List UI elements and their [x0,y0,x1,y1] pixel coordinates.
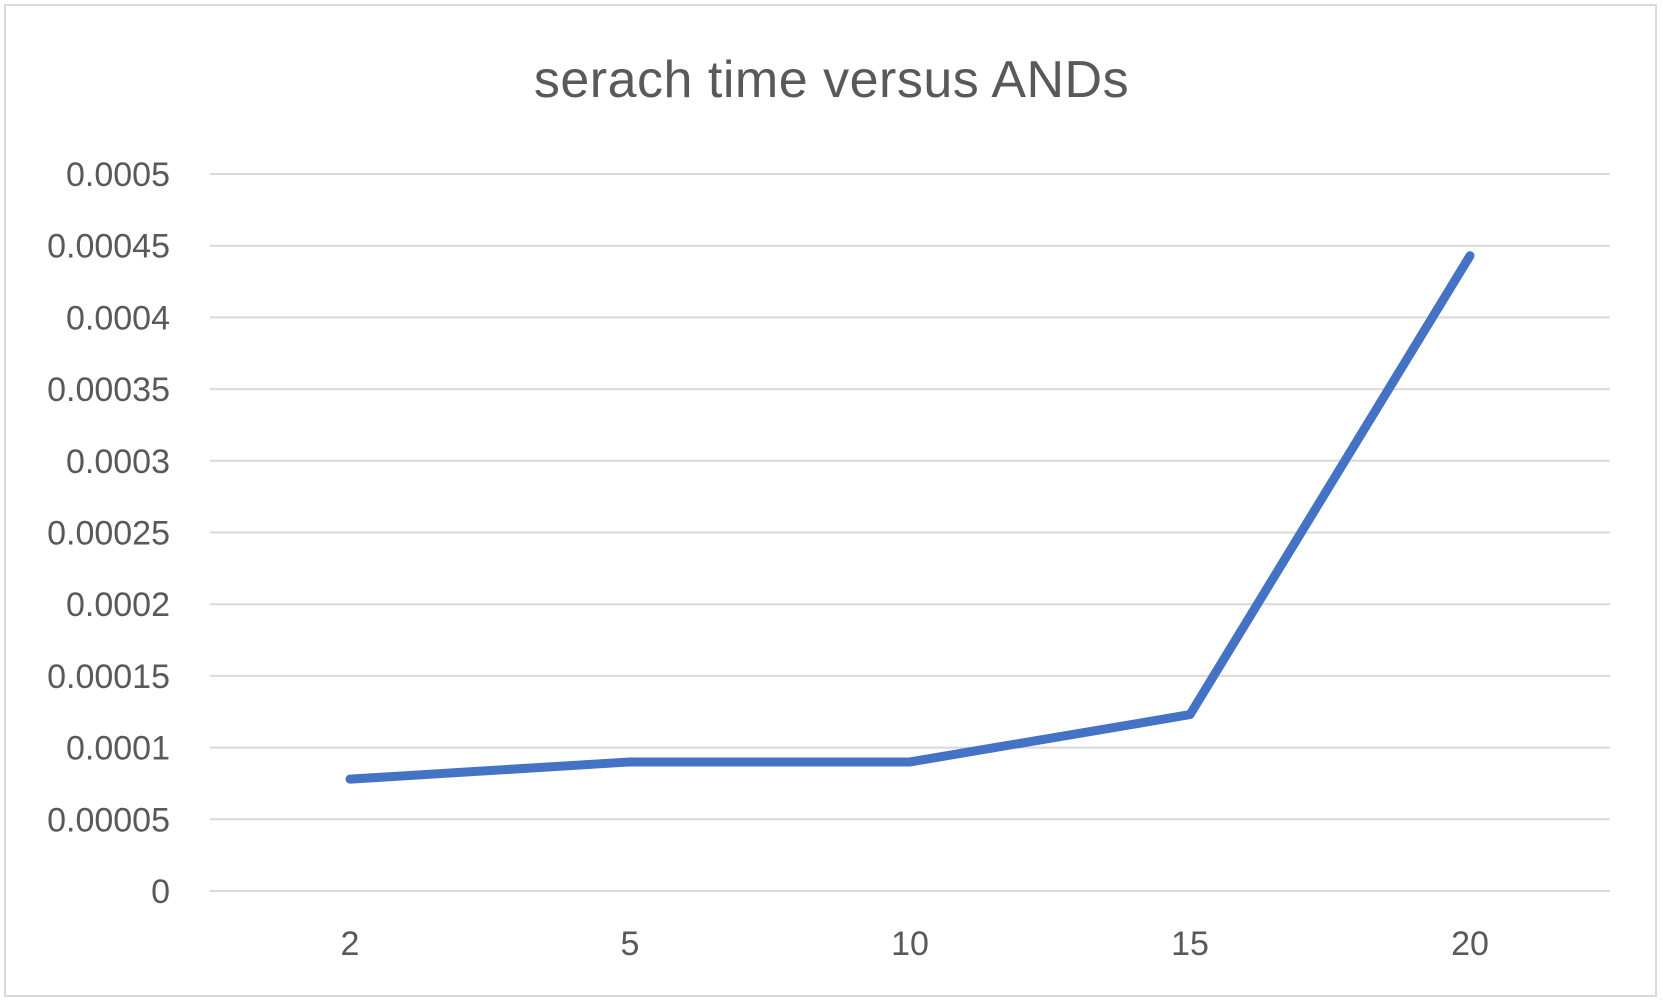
x-tick-label: 20 [1451,925,1489,963]
y-tick-label: 0.00025 [47,515,170,553]
chart-frame [4,4,1657,997]
y-axis-tick-labels: 0 0.00005 0.0001 0.00015 0.0002 0.00025 0.0003… [47,156,170,911]
x-tick-label: 10 [891,925,929,963]
chart-title: serach time versus ANDs [533,51,1130,109]
y-tick-label: 0.0005 [66,156,170,194]
y-tick-label: 0.00005 [47,801,170,839]
x-tick-label: 15 [1171,925,1209,963]
x-tick-label: 2 [341,925,360,963]
y-tick-label: 0.00015 [47,658,170,696]
series-layer [345,251,1475,784]
y-tick-label: 0.0003 [66,443,170,481]
y-tick-label: 0.0004 [66,299,170,337]
y-tick-label: 0.00035 [47,371,170,409]
y-tick-label: 0.00045 [47,228,170,266]
series-line [345,251,1475,784]
y-tick-label: 0.0001 [66,730,170,768]
x-axis-tick-labels: 2 5 10 15 20 [341,925,1489,963]
y-tick-label: 0 [151,873,170,911]
gridlines [210,173,1610,892]
x-tick-label: 5 [621,925,640,963]
y-tick-label: 0.0002 [66,586,170,624]
